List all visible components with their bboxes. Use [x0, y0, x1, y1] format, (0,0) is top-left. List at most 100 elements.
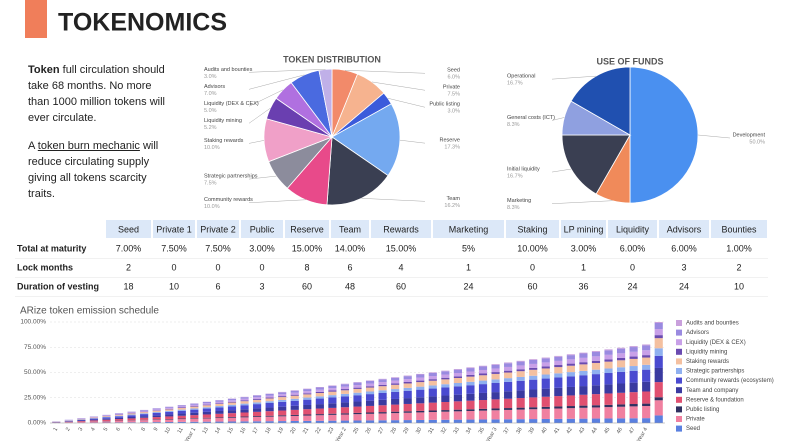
bar-segment	[428, 410, 437, 413]
bar-segment	[441, 377, 450, 380]
bar-segment	[328, 420, 337, 423]
bar-segment	[554, 355, 563, 357]
bar-segment	[177, 418, 186, 420]
bar-segment	[466, 419, 475, 423]
legend-label: Private	[686, 417, 705, 423]
bar-segment	[416, 412, 425, 420]
bar-segment	[240, 405, 249, 410]
intro-link: token burn mechanic	[37, 140, 140, 152]
slice-value: 5.0%	[204, 108, 217, 114]
bar-segment	[177, 408, 186, 410]
bar-segment	[591, 360, 601, 364]
bar-segment	[554, 408, 563, 419]
bar-segment	[114, 413, 124, 415]
header-cell	[153, 220, 195, 238]
bar-segment	[202, 418, 211, 422]
bar-segment	[303, 420, 312, 423]
bar-segment	[378, 420, 387, 423]
slice-label: Team	[447, 196, 461, 202]
bar-segment	[253, 397, 262, 399]
bar-segment	[566, 372, 575, 377]
bar-segment	[616, 347, 626, 349]
slice-value: 10.0%	[204, 145, 220, 151]
table-cell: 14.00%	[335, 243, 366, 253]
slice-value: 5.2%	[204, 125, 217, 131]
x-tick-label: 40	[540, 427, 548, 435]
bar-segment	[428, 372, 437, 377]
bar-segment	[278, 401, 287, 407]
chart-title: ARize token emission schedule	[20, 306, 159, 317]
table-cell: 36	[578, 281, 588, 291]
column-header: LP mining	[564, 224, 604, 234]
intro: Token full circulation should take 68 mo…	[28, 62, 168, 214]
legend-swatch	[676, 377, 682, 384]
bar-segment	[240, 412, 249, 417]
bar-segment	[253, 408, 262, 412]
x-tick-label: Year 4	[636, 427, 649, 444]
header-cell	[433, 220, 504, 238]
bar-segment	[353, 401, 362, 407]
bar-segment	[403, 375, 412, 377]
bar-segment	[403, 411, 412, 413]
slice-label: Staking rewards	[204, 138, 244, 144]
leader-line	[248, 140, 265, 144]
bar-segment	[328, 385, 337, 389]
bar-segment	[353, 392, 362, 396]
bar-segment	[516, 369, 525, 372]
leader-line	[248, 107, 271, 124]
bar-segment	[466, 385, 475, 394]
bar-segment	[604, 359, 613, 362]
x-tick-label: 31	[428, 427, 436, 435]
bar-segment	[114, 416, 124, 418]
bar-segment	[466, 393, 475, 401]
x-tick-label: 23	[327, 427, 335, 435]
bar-segment	[478, 380, 488, 385]
bar-segment	[353, 420, 362, 423]
bar-segment	[491, 408, 500, 411]
bar-segment	[278, 406, 287, 411]
bar-segment	[303, 409, 312, 415]
header-cell	[331, 220, 369, 238]
bar-segment	[642, 355, 651, 358]
bar-segment	[227, 398, 237, 401]
bar-segment	[378, 399, 387, 406]
bar-segment	[591, 356, 601, 361]
bar-segment	[290, 409, 299, 415]
legend-label: Audits and bounties	[686, 321, 739, 327]
table-cell: 3.00%	[249, 243, 275, 253]
bar-segment	[591, 394, 601, 406]
bar-segment	[579, 418, 588, 423]
bar-segment	[504, 372, 513, 379]
table-cell: 8	[304, 262, 309, 272]
bar-segment	[227, 406, 237, 411]
bar-segment	[516, 360, 525, 362]
leader-line	[345, 70, 426, 74]
bar-segment	[591, 374, 601, 386]
bar-segment	[504, 362, 513, 364]
bar-segment	[629, 347, 638, 352]
intro-text: A	[28, 140, 38, 152]
x-tick-label: 20	[289, 427, 297, 435]
bar-segment	[441, 374, 450, 378]
bar-segment	[77, 420, 86, 422]
bar-segment	[491, 372, 500, 374]
column-header: Bounties	[721, 224, 757, 234]
x-tick-label: 32	[440, 427, 448, 435]
bar-segment	[114, 414, 124, 416]
bar-segment	[478, 410, 488, 420]
bar-segment	[177, 406, 186, 408]
bar-segment	[114, 419, 124, 421]
bar-segment	[616, 406, 626, 419]
bar-segment	[616, 357, 626, 361]
leader-line	[697, 134, 731, 139]
bar-segment	[278, 394, 287, 397]
bar-segment	[290, 400, 299, 406]
x-tick-label: 38	[515, 427, 523, 435]
bar-segment	[504, 363, 513, 367]
bar-segment	[202, 401, 211, 404]
bar-segment	[177, 407, 186, 409]
leader-line	[361, 198, 426, 202]
bar-segment	[89, 421, 99, 423]
bar-segment	[554, 418, 563, 423]
bar-segment	[654, 355, 663, 368]
